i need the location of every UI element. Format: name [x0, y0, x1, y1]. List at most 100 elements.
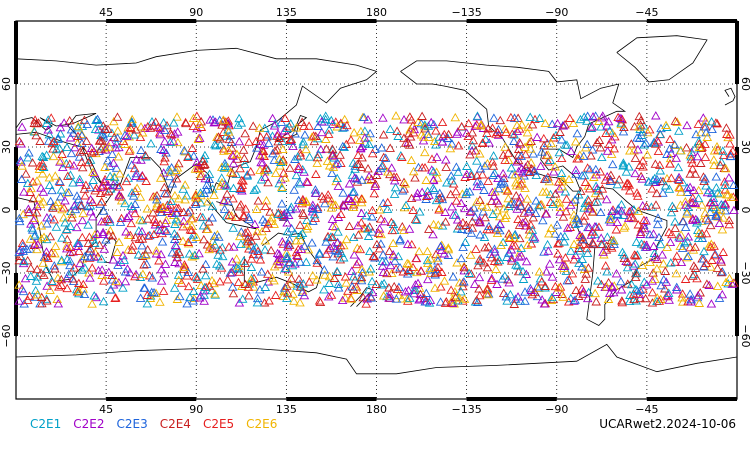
point-c2e3	[562, 275, 573, 285]
point-c2e3	[698, 254, 709, 263]
point-c2e1	[41, 234, 52, 244]
point-c2e2	[172, 127, 183, 136]
point-c2e1	[420, 120, 430, 129]
point-c2e5	[647, 287, 658, 297]
point-c2e5	[323, 129, 334, 138]
point-c2e6	[538, 187, 548, 196]
point-c2e5	[510, 240, 520, 250]
point-c2e4	[185, 205, 195, 215]
point-c2e2	[124, 211, 134, 220]
point-c2e3	[45, 213, 56, 222]
point-c2e1	[30, 230, 40, 239]
point-c2e3	[136, 145, 146, 154]
point-c2e5	[700, 139, 710, 148]
point-c2e4	[351, 194, 361, 203]
point-c2e1	[361, 210, 372, 220]
point-c2e1	[350, 164, 360, 173]
point-c2e1	[31, 276, 42, 285]
point-c2e3	[219, 204, 230, 213]
point-c2e3	[310, 185, 321, 194]
point-c2e5	[629, 250, 640, 259]
point-c2e4	[579, 216, 589, 225]
point-c2e5	[626, 212, 637, 221]
point-c2e3	[682, 183, 693, 192]
point-c2e1	[540, 283, 550, 292]
point-c2e6	[599, 250, 609, 259]
point-c2e3	[18, 286, 29, 296]
point-c2e1	[505, 289, 516, 299]
point-c2e3	[149, 287, 159, 297]
point-c2e6	[706, 239, 717, 248]
point-c2e6	[307, 270, 318, 280]
point-c2e6	[432, 253, 443, 262]
point-c2e2	[272, 248, 283, 258]
point-c2e5	[513, 214, 523, 224]
point-c2e4	[527, 119, 538, 129]
point-c2e5	[582, 163, 593, 172]
point-c2e5	[240, 204, 251, 213]
point-c2e6	[207, 275, 217, 285]
point-c2e4	[494, 198, 504, 208]
point-c2e6	[191, 192, 201, 202]
point-c2e6	[34, 164, 45, 173]
point-c2e1	[604, 126, 615, 135]
point-c2e3	[339, 122, 349, 132]
point-c2e3	[466, 228, 477, 237]
point-c2e4	[701, 213, 711, 223]
point-c2e1	[720, 180, 730, 189]
point-c2e3	[85, 182, 95, 192]
point-c2e4	[526, 136, 536, 145]
point-c2e4	[440, 217, 451, 226]
point-c2e6	[226, 211, 237, 220]
point-c2e2	[23, 204, 34, 213]
point-c2e6	[387, 268, 397, 278]
point-c2e6	[709, 155, 719, 164]
point-c2e4	[513, 150, 524, 159]
point-c2e4	[152, 190, 162, 200]
point-c2e5	[526, 239, 537, 248]
point-c2e3	[320, 198, 330, 208]
point-c2e2	[649, 252, 660, 262]
point-c2e2	[158, 145, 169, 154]
point-c2e2	[607, 206, 617, 215]
point-c2e3	[53, 134, 63, 143]
point-c2e4	[142, 244, 153, 254]
point-c2e3	[501, 291, 512, 301]
point-c2e3	[365, 128, 375, 138]
point-c2e6	[112, 247, 123, 256]
point-c2e3	[682, 187, 693, 196]
point-c2e6	[18, 209, 28, 219]
point-c2e4	[689, 261, 699, 270]
point-c2e5	[74, 246, 84, 255]
point-c2e2	[158, 168, 169, 177]
point-c2e5	[553, 249, 563, 258]
point-c2e4	[557, 289, 567, 298]
point-c2e5	[264, 296, 274, 305]
point-c2e3	[120, 267, 131, 276]
point-c2e3	[531, 196, 541, 205]
point-c2e5	[23, 295, 33, 304]
point-c2e4	[75, 147, 85, 156]
madagascar-coast	[103, 236, 117, 263]
point-c2e2	[156, 249, 166, 259]
point-c2e3	[101, 235, 111, 244]
point-c2e4	[232, 154, 242, 163]
point-c2e4	[130, 232, 141, 242]
product-label: UCARwet2.2024-10-06	[599, 417, 736, 431]
point-c2e4	[217, 120, 227, 129]
point-c2e4	[162, 189, 172, 198]
point-c2e1	[560, 140, 571, 149]
point-c2e5	[453, 140, 464, 150]
point-c2e2	[410, 280, 421, 289]
point-c2e6	[180, 194, 190, 204]
point-c2e4	[26, 263, 36, 272]
point-c2e2	[584, 222, 595, 232]
point-c2e6	[568, 118, 579, 128]
point-c2e4	[555, 127, 565, 136]
point-c2e6	[196, 190, 206, 200]
point-c2e5	[353, 150, 363, 159]
point-c2e2	[709, 197, 719, 207]
point-c2e6	[88, 167, 98, 177]
point-c2e5	[30, 115, 40, 124]
point-c2e6	[235, 231, 245, 241]
